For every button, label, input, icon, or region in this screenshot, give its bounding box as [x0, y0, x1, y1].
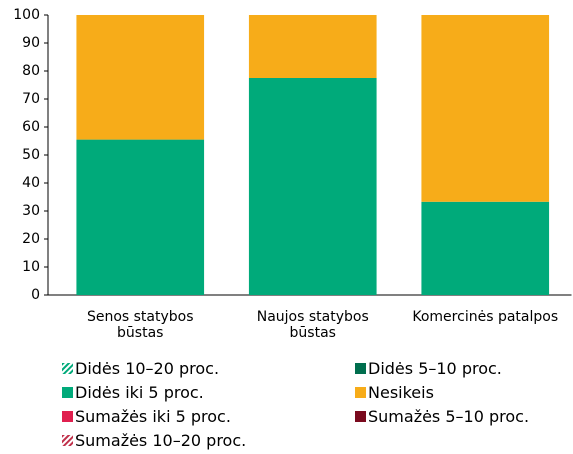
bar-segment	[421, 201, 550, 295]
legend-swatch	[62, 386, 73, 398]
legend: Didės 10–20 proc. Didės 5–10 proc. Didės i…	[62, 358, 562, 450]
y-tick-label: 100	[13, 7, 40, 23]
bar-segment	[421, 15, 550, 202]
y-tick-label: 10	[22, 259, 40, 275]
legend-label: Didės 5–10 proc.	[368, 358, 502, 378]
legend-swatch	[355, 410, 366, 422]
legend-color	[62, 362, 73, 374]
legend-item: Didės iki 5 proc.	[62, 382, 355, 402]
y-tick-label: 80	[22, 63, 40, 79]
legend-swatch	[62, 410, 73, 422]
legend-color	[62, 434, 73, 446]
legend-item: Nesikeis	[355, 382, 555, 402]
legend-label: Sumažės 5–10 proc.	[368, 406, 530, 426]
legend-color	[355, 362, 366, 374]
bar-segment	[248, 15, 377, 78]
legend-label: Didės iki 5 proc.	[75, 382, 204, 402]
y-tick-label: 40	[22, 175, 40, 191]
legend-item: Didės 5–10 proc.	[355, 358, 555, 378]
legend-label: Sumažės 10–20 proc.	[75, 430, 247, 450]
legend-item: Sumažės iki 5 proc.	[62, 406, 355, 426]
legend-label: Sumažės iki 5 proc.	[75, 406, 231, 426]
bar-segment	[76, 139, 205, 295]
legend-label: Nesikeis	[368, 382, 434, 402]
legend-item: Sumažės 5–10 proc.	[355, 406, 555, 426]
y-tick-label: 0	[31, 287, 40, 303]
bar-segment	[248, 78, 377, 295]
y-tick-label: 60	[22, 119, 40, 135]
y-tick-label: 50	[22, 147, 40, 163]
legend-item: Didės 10–20 proc.	[62, 358, 355, 378]
y-tick-label: 20	[22, 231, 40, 247]
legend-color	[62, 410, 73, 422]
legend-swatch	[355, 386, 366, 398]
legend-color	[62, 386, 73, 398]
legend-swatch	[62, 434, 73, 446]
y-tick-label: 30	[22, 203, 40, 219]
legend-color	[355, 386, 366, 398]
x-tick-label: Naujos statybos būstas	[256, 309, 369, 341]
legend-swatch	[62, 362, 73, 374]
legend-item: Sumažės 10–20 proc.	[62, 430, 355, 450]
x-tick-label: Komercinės patalpos	[412, 309, 559, 325]
bar-segment	[76, 15, 205, 140]
y-tick-label: 70	[22, 91, 40, 107]
y-tick-label: 90	[22, 35, 40, 51]
legend-swatch	[355, 362, 366, 374]
legend-color	[355, 410, 366, 422]
legend-label: Didės 10–20 proc.	[75, 358, 220, 378]
x-tick-label: Senos statybos būstas	[86, 309, 194, 341]
